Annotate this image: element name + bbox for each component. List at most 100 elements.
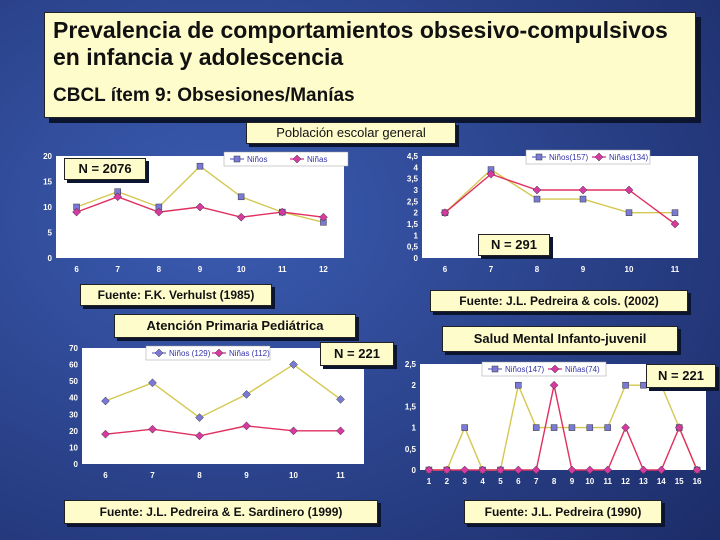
x-tick-label: 11 [336,471,345,480]
legend-marker [550,364,560,374]
legend-marker [233,155,241,163]
x-tick-label: 11 [603,477,612,486]
x-tick-label: 5 [498,477,503,486]
label-atencion: Atención Primaria Pediátrica [114,314,356,338]
data-point-1 [336,426,345,436]
x-tick-label: 11 [278,265,287,274]
x-tick-label: 9 [244,471,249,480]
label-n4: N = 221 [646,364,716,388]
data-point-0 [671,209,679,216]
series-line-1 [444,173,676,225]
y-tick-label: 0,5 [407,243,419,252]
data-point-1 [496,465,505,475]
legend-box [223,151,349,167]
data-point-1 [236,212,246,222]
x-tick-label: 8 [197,471,202,480]
source-2: Fuente: J.L. Pedreira & cols. (2002) [430,290,688,312]
y-tick-label: 15 [43,178,52,187]
y-tick-label: 2,5 [405,360,417,369]
data-point-1 [670,219,680,229]
x-tick-label: 13 [639,477,648,486]
y-tick-label: 1 [414,231,419,240]
plot-area [422,156,698,258]
y-tick-label: 70 [69,344,78,353]
x-tick-label: 8 [157,265,162,274]
legend-box [525,149,651,165]
x-tick-label: 12 [621,477,630,486]
data-point-1 [319,212,328,222]
y-tick-label: 40 [69,394,78,403]
data-point-0 [604,424,611,431]
data-point-1 [567,465,577,475]
data-point-0 [568,424,576,431]
data-point-1 [486,169,496,179]
x-tick-label: 15 [675,477,684,486]
data-point-0 [586,424,594,431]
data-point-1 [277,207,287,217]
source-1: Fuente: F.K. Verhulst (1985) [80,284,272,306]
y-tick-label: 0 [48,254,53,263]
data-point-1 [289,426,298,436]
y-tick-label: 2 [414,209,419,218]
x-tick-label: 14 [657,477,666,486]
source-4: Fuente: J.L. Pedreira (1990) [464,500,662,524]
data-point-0 [625,209,633,216]
x-tick-label: 9 [581,265,586,274]
data-point-1 [195,431,204,441]
data-point-0 [579,195,587,203]
x-tick-label: 7 [115,265,120,274]
legend-marker [214,348,224,358]
x-tick-label: 12 [319,265,328,274]
legend-box [481,361,607,377]
x-tick-label: 6 [443,265,448,274]
data-point-1 [585,465,595,475]
x-tick-label: 3 [462,477,467,486]
legend-label: Niñas (112) [229,349,270,358]
y-tick-label: 20 [43,152,52,161]
data-point-0 [622,381,629,389]
data-point-1 [440,208,450,218]
data-point-0 [196,162,204,170]
y-tick-label: 1,5 [405,402,417,411]
x-tick-label: 1 [427,477,432,486]
title-box: Prevalencia de comportamientos obsesivo-… [44,12,696,118]
data-point-1 [621,423,630,432]
data-point-1 [603,465,613,475]
x-tick-label: 10 [585,477,594,486]
data-point-1 [154,207,164,217]
x-tick-label: 2 [445,477,450,486]
y-tick-label: 60 [69,361,78,370]
data-point-1 [531,465,541,475]
y-tick-label: 0 [414,254,419,263]
data-point-0 [550,424,558,431]
data-point-0 [195,413,204,422]
legend-label: Niños(147) [505,365,544,374]
label-n1: N = 2076 [64,158,146,180]
x-tick-label: 10 [625,265,634,274]
legend-label: Niños [247,155,267,164]
y-tick-label: 10 [69,443,78,452]
x-tick-label: 6 [74,265,79,274]
data-point-1 [656,465,666,475]
label-poblacion: Población escolar general [246,122,456,144]
y-tick-label: 4,5 [407,152,419,161]
legend-label: Niñas(74) [565,365,600,374]
data-point-1 [674,423,684,432]
data-point-1 [460,465,470,475]
y-tick-label: 1,5 [407,220,419,229]
data-point-0 [532,424,540,431]
y-tick-label: 4 [414,163,419,172]
data-point-1 [692,465,702,475]
y-tick-label: 5 [48,229,53,238]
legend-label: Niños(157) [549,153,588,162]
data-point-1 [195,202,205,212]
x-tick-label: 7 [489,265,494,274]
data-point-1 [442,465,452,475]
legend-label: Niñas(134) [609,153,648,162]
legend-marker [154,348,164,358]
data-point-1 [639,465,648,475]
data-point-0 [533,195,541,203]
data-point-1 [72,207,81,217]
y-tick-label: 10 [43,203,52,212]
x-tick-label: 10 [237,265,246,274]
